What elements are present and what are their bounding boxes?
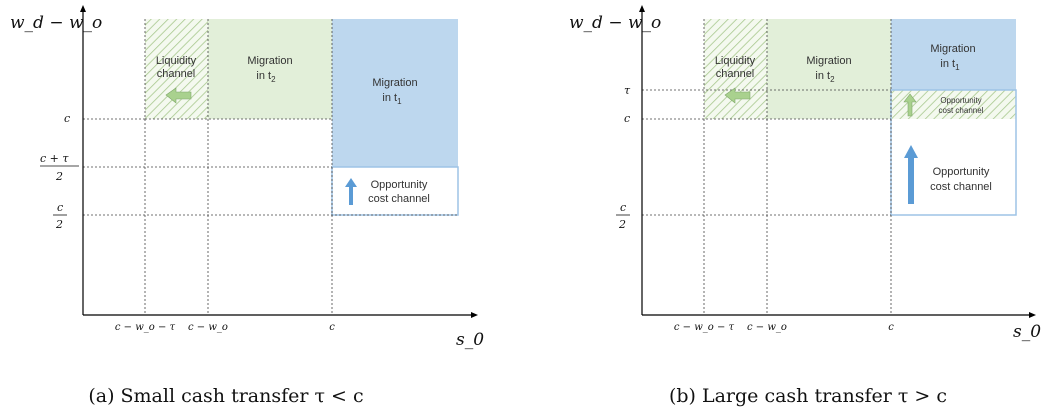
migration-t2-region	[767, 19, 891, 119]
x-axis-arrow	[1029, 312, 1036, 318]
x-tick-c-wo-tau: c − w_o − τ	[115, 322, 176, 333]
x-tick-c: c	[888, 322, 894, 333]
y-axis-arrow	[639, 5, 645, 12]
up-arrow-icon	[345, 178, 357, 205]
liquidity-label: Liquidity	[715, 55, 756, 67]
guide-lines	[83, 19, 458, 315]
migration-t1-label: Migration	[930, 43, 975, 55]
x-axis-arrow	[471, 312, 478, 318]
y-axis-label: w_d − w_o	[10, 13, 102, 33]
opportunity-small-label: Opportunity	[940, 96, 981, 105]
migration-t2-label: in t2	[256, 70, 276, 84]
y-axis-arrow	[80, 5, 86, 12]
liquidity-region	[145, 19, 208, 119]
up-arrow-icon	[903, 93, 917, 117]
y-tick-tau: τ	[624, 84, 631, 97]
liquidity-region	[704, 19, 767, 119]
y-tick-c-plus-tau-den: 2	[55, 170, 63, 183]
x-axis-label: s_0	[1013, 322, 1041, 342]
x-tick-c-wo: c − w_o	[747, 322, 787, 333]
up-arrow-icon	[904, 145, 918, 204]
y-tick-c-half-den: 2	[618, 218, 626, 231]
y-axis-label: w_d − w_o	[569, 13, 661, 33]
x-axis-label: s_0	[456, 330, 484, 350]
migration-t1-label: in t1	[382, 92, 402, 106]
y-tick-c-plus-tau-num: c + τ	[40, 152, 69, 165]
migration-t1-label: Migration	[372, 77, 417, 89]
left-arrow-icon	[724, 87, 751, 104]
liquidity-label: Liquidity	[156, 55, 197, 67]
migration-t2-label: Migration	[247, 55, 292, 67]
caption-b: (b) Large cash transfer τ > c	[669, 385, 947, 407]
opportunity-small-label: cost channel	[939, 106, 984, 115]
migration-t1-region	[891, 19, 1016, 90]
opportunity-label: cost channel	[368, 193, 430, 205]
x-tick-c-wo-tau: c − w_o − τ	[674, 322, 735, 333]
liquidity-label: channel	[716, 68, 755, 80]
y-tick-c-half-num: c	[620, 201, 626, 214]
guide-lines	[642, 19, 892, 315]
migration-t2-region	[208, 19, 332, 119]
x-tick-c-wo: c − w_o	[188, 322, 228, 333]
opportunity-big-label: cost channel	[930, 181, 992, 193]
y-tick-c: c	[64, 112, 70, 125]
migration-t2-label: Migration	[806, 55, 851, 67]
caption-a: (a) Small cash transfer τ < c	[88, 385, 363, 407]
migration-t1-region	[332, 19, 458, 167]
migration-t1-label: in t1	[940, 58, 960, 72]
left-arrow-icon	[165, 87, 192, 104]
panel-a: w_d − w_o s_0 c c + τ 2 c 2 c − w_o − τ …	[10, 5, 484, 407]
x-tick-c: c	[329, 322, 335, 333]
opportunity-label: Opportunity	[371, 179, 428, 191]
y-tick-c: c	[624, 112, 630, 125]
y-tick-c-half-num: c	[57, 201, 63, 214]
opportunity-big-label: Opportunity	[933, 166, 990, 178]
panel-b: w_d − w_o s_0 τ c c 2 c − w_o − τ c − w_…	[569, 5, 1041, 407]
liquidity-label: channel	[157, 68, 196, 80]
y-tick-c-half-den: 2	[55, 218, 63, 231]
migration-t2-label: in t2	[815, 70, 835, 84]
